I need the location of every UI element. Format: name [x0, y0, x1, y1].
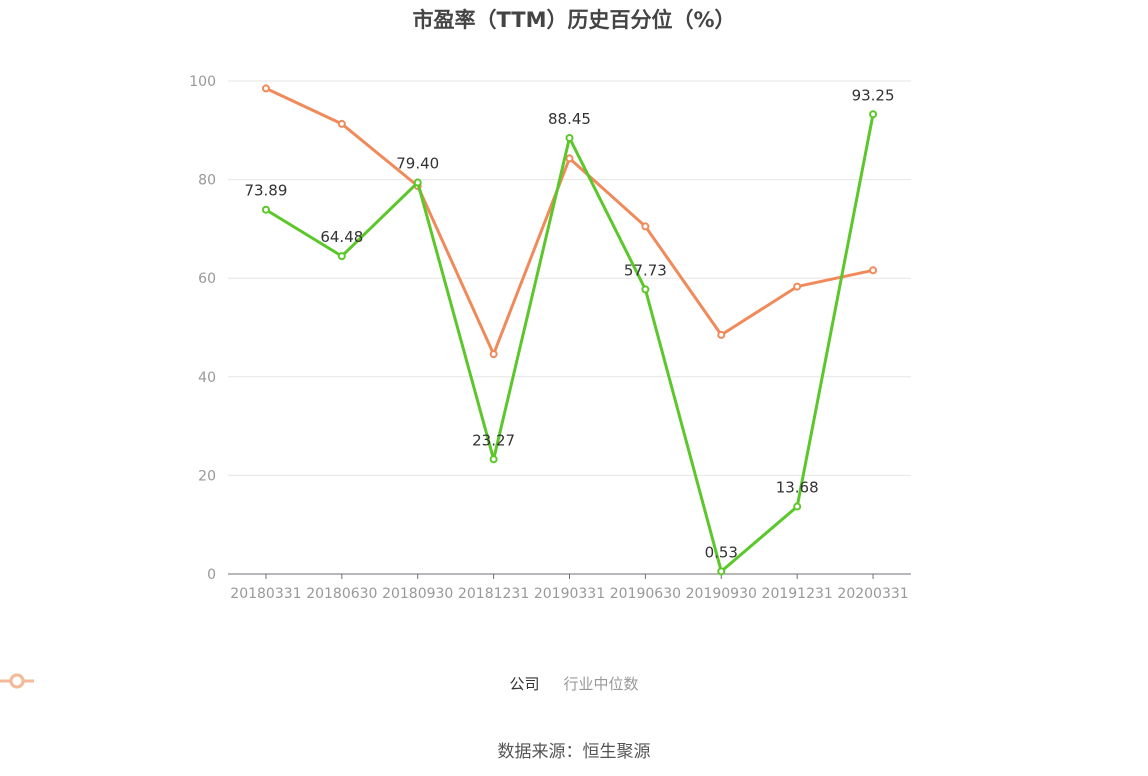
x-tick-label: 20190930 — [686, 586, 757, 602]
y-tick-label: 20 — [198, 468, 216, 484]
legend: 公司 行业中位数 — [0, 673, 1148, 694]
data-label: 57.73 — [624, 261, 667, 279]
series-line-industry — [265, 87, 874, 356]
legend-industry-label: 行业中位数 — [563, 675, 639, 693]
y-tick-label: 0 — [207, 567, 216, 583]
y-tick-label: 40 — [198, 370, 216, 386]
data-label: 23.27 — [472, 431, 515, 449]
data-label: 64.48 — [320, 228, 363, 246]
x-tick-label: 20180930 — [382, 586, 453, 602]
industry-point — [869, 266, 878, 275]
x-tick-label: 20190331 — [534, 586, 605, 602]
industry-point — [793, 282, 802, 291]
company-point — [337, 252, 346, 261]
data-source: 数据来源：恒生聚源 — [497, 742, 651, 762]
x-tick-label: 20191231 — [762, 586, 833, 602]
industry-point — [489, 350, 498, 359]
data-label: 0.53 — [705, 543, 738, 561]
x-tick-label: 20181231 — [458, 586, 529, 602]
data-label: 79.40 — [396, 155, 439, 173]
industry-point — [641, 222, 650, 231]
legend-company-label: 公司 — [509, 675, 540, 693]
x-tick-label: 20180331 — [230, 586, 301, 602]
company-point — [413, 178, 422, 187]
industry-point — [261, 84, 270, 93]
company-point — [261, 205, 270, 214]
legend-item-company[interactable]: 公司 — [0, 673, 540, 694]
company-point — [717, 567, 726, 576]
data-label: 88.45 — [548, 110, 591, 128]
company-point — [641, 285, 650, 294]
company-point — [793, 502, 802, 511]
chart-title: 市盈率（TTM）历史百分位（%） — [412, 8, 736, 32]
x-tick-label: 20180630 — [306, 586, 377, 602]
legend-item-industry[interactable]: 行业中位数 — [0, 673, 639, 694]
x-tick-label: 20200331 — [837, 586, 908, 602]
data-label: 93.25 — [852, 86, 895, 104]
industry-point — [337, 119, 346, 128]
x-tick-label: 20190630 — [610, 586, 681, 602]
company-point — [869, 110, 878, 119]
series-line-company — [265, 113, 875, 573]
legend-industry-marker — [0, 673, 34, 689]
y-tick-label: 100 — [189, 74, 216, 90]
y-tick-label: 80 — [198, 173, 216, 189]
company-point — [489, 455, 498, 464]
industry-point — [565, 154, 574, 163]
data-label: 73.89 — [244, 182, 287, 200]
line-chart: 0 20 40 60 80 100 20180331 20180630 20180930 2018… — [189, 74, 911, 602]
industry-point — [717, 330, 726, 339]
data-label: 13.68 — [776, 479, 819, 497]
company-point — [565, 133, 574, 142]
y-tick-label: 60 — [198, 271, 216, 287]
